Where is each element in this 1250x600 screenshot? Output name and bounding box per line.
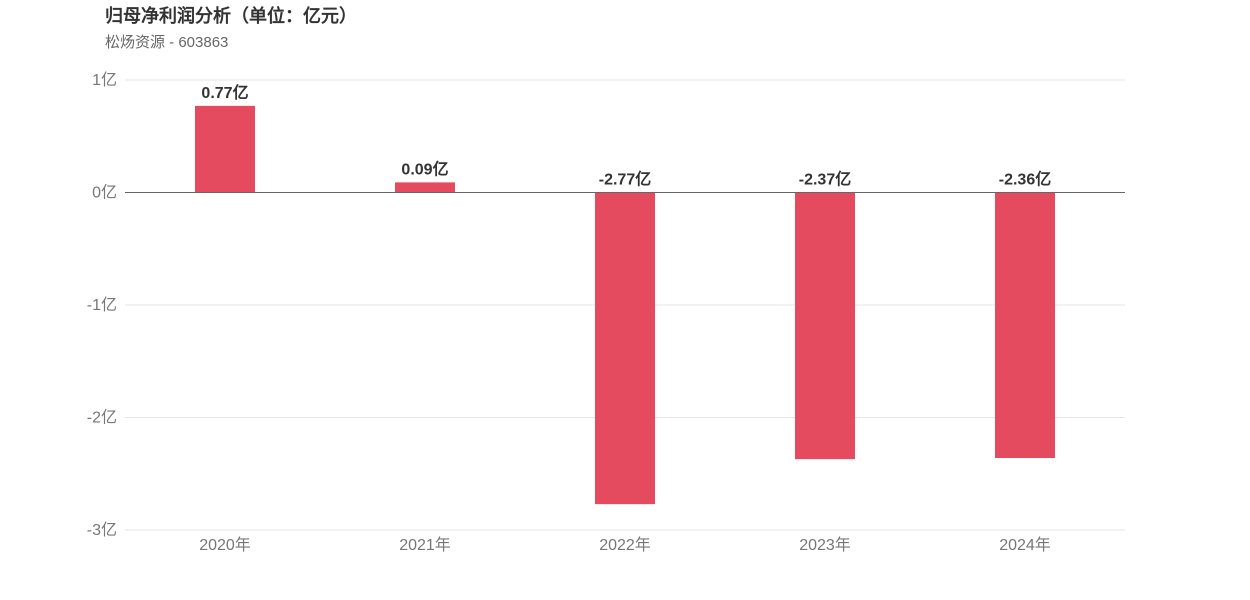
x-tick-label: 2020年 — [199, 536, 251, 554]
chart-subtitle: 松炀资源 - 603863 — [105, 34, 229, 51]
data-labels: 0.77亿 0.09亿 -2.77亿 -2.37亿 -2.36亿 — [201, 83, 1051, 189]
y-axis-ticks: 1亿 0亿 -1亿 -2亿 -3亿 — [87, 71, 117, 539]
chart-title: 归母净利润分析（单位：亿元） — [105, 6, 357, 26]
bar — [995, 192, 1055, 458]
data-label: -2.37亿 — [799, 170, 851, 189]
x-tick-label: 2023年 — [799, 536, 851, 554]
y-tick-label: -1亿 — [87, 296, 117, 314]
y-tick-label: -3亿 — [87, 521, 117, 539]
y-tick-label: 1亿 — [92, 71, 117, 89]
bar — [195, 105, 255, 193]
x-tick-label: 2022年 — [599, 536, 651, 554]
bar — [595, 192, 655, 505]
bars — [195, 105, 1055, 505]
x-axis-ticks: 2020年 2021年 2022年 2023年 2024年 — [199, 536, 1051, 554]
x-tick-label: 2024年 — [999, 536, 1051, 554]
data-label: 0.09亿 — [401, 159, 448, 178]
data-label: -2.36亿 — [999, 170, 1051, 189]
bar — [395, 182, 455, 193]
data-label: -2.77亿 — [599, 170, 651, 189]
data-label: 0.77亿 — [201, 83, 248, 102]
y-tick-label: 0亿 — [92, 184, 117, 202]
bar — [795, 192, 855, 460]
x-tick-label: 2021年 — [399, 536, 451, 554]
y-tick-label: -2亿 — [87, 409, 117, 427]
